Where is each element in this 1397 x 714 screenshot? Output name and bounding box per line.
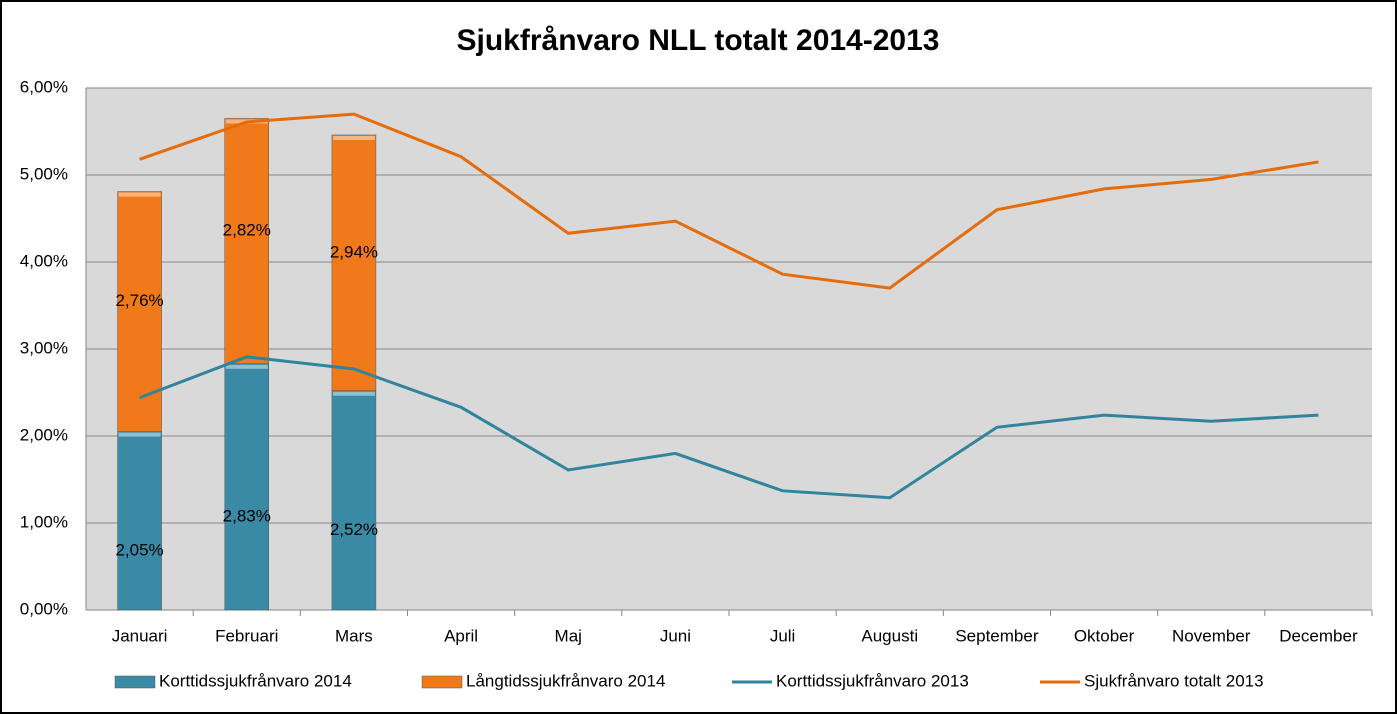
x-tick-label: November	[1172, 626, 1251, 645]
line	[139, 355, 1319, 500]
x-tick-label: Februari	[215, 626, 278, 645]
legend-swatch	[421, 675, 463, 689]
bar-highlight	[118, 432, 161, 437]
x-tick-label: Mars	[335, 626, 373, 645]
x-tick-label: Maj	[555, 626, 582, 645]
x-tick-label: Januari	[112, 626, 168, 645]
bar	[224, 118, 269, 365]
bar	[331, 390, 377, 611]
legend-label: Korttidssjukfrånvaro 2014	[159, 671, 352, 690]
x-tick-label: September	[955, 626, 1038, 645]
x-tick-label: Juli	[770, 626, 796, 645]
line	[139, 112, 1319, 290]
bar	[224, 363, 269, 611]
x-tick-label: April	[444, 626, 478, 645]
x-tick-label: December	[1279, 626, 1358, 645]
legend-label: Långtidssjukfrånvaro 2014	[466, 671, 665, 690]
bar	[117, 191, 162, 432]
y-tick-label: 5,00%	[20, 164, 68, 183]
legend-label: Sjukfrånvaro totalt 2013	[1084, 671, 1264, 690]
data-label: 2,82%	[223, 221, 271, 240]
y-tick-label: 1,00%	[20, 512, 68, 531]
y-tick-label: 4,00%	[20, 251, 68, 270]
y-tick-label: 3,00%	[20, 338, 68, 357]
legend-swatch	[114, 675, 156, 689]
legend-label: Korttidssjukfrånvaro 2013	[776, 671, 969, 690]
bar	[331, 134, 377, 392]
chart-title: Sjukfrånvaro NLL totalt 2014-2013	[457, 24, 940, 57]
x-tick-label: Augusti	[861, 626, 918, 645]
y-tick-label: 2,00%	[20, 425, 68, 444]
bar-highlight	[332, 135, 375, 140]
data-label: 2,52%	[330, 520, 378, 539]
bar-highlight	[118, 192, 161, 197]
data-label: 2,05%	[115, 540, 163, 559]
bar-highlight	[225, 364, 268, 369]
y-tick-label: 6,00%	[20, 77, 68, 96]
data-label: 2,83%	[223, 506, 271, 525]
data-label: 2,76%	[115, 291, 163, 310]
x-tick-label: Juni	[660, 626, 691, 645]
bar-highlight	[332, 391, 375, 396]
bar	[117, 431, 162, 611]
data-label: 2,94%	[330, 242, 378, 261]
x-tick-label: Oktober	[1074, 626, 1135, 645]
y-tick-label: 0,00%	[20, 599, 68, 618]
